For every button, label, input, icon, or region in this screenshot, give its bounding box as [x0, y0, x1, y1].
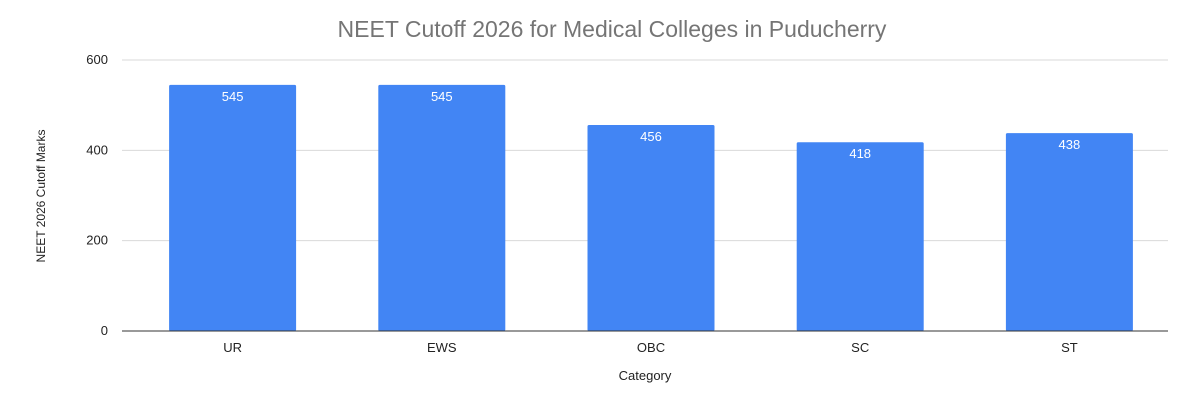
x-tick-label: SC [851, 340, 869, 355]
y-axis-ticks: 0 200 400 600 [86, 52, 108, 338]
bar [378, 84, 506, 331]
bar [1005, 133, 1133, 331]
x-axis-ticks: UR EWS OBC SC ST [223, 340, 1078, 355]
bar-value-label: 545 [431, 89, 453, 104]
bar [169, 84, 297, 331]
y-tick-label: 400 [86, 142, 108, 157]
bar [796, 142, 924, 331]
bars [169, 84, 1133, 331]
data-labels: 545 545 456 418 438 [222, 89, 1081, 161]
x-tick-label: UR [223, 340, 242, 355]
bar-value-label: 456 [640, 129, 662, 144]
y-tick-label: 200 [86, 233, 108, 248]
bar-value-label: 418 [849, 146, 871, 161]
bar-value-label: 438 [1059, 137, 1081, 152]
chart-title: NEET Cutoff 2026 for Medical Colleges in… [338, 16, 887, 42]
y-axis-title: NEET 2026 Cutoff Marks [34, 130, 48, 263]
y-tick-label: 0 [101, 323, 108, 338]
bar [587, 125, 715, 331]
x-tick-label: EWS [427, 340, 457, 355]
x-axis-title: Category [619, 368, 672, 383]
x-tick-label: ST [1061, 340, 1078, 355]
bar-value-label: 545 [222, 89, 244, 104]
x-tick-label: OBC [637, 340, 665, 355]
y-tick-label: 600 [86, 52, 108, 67]
